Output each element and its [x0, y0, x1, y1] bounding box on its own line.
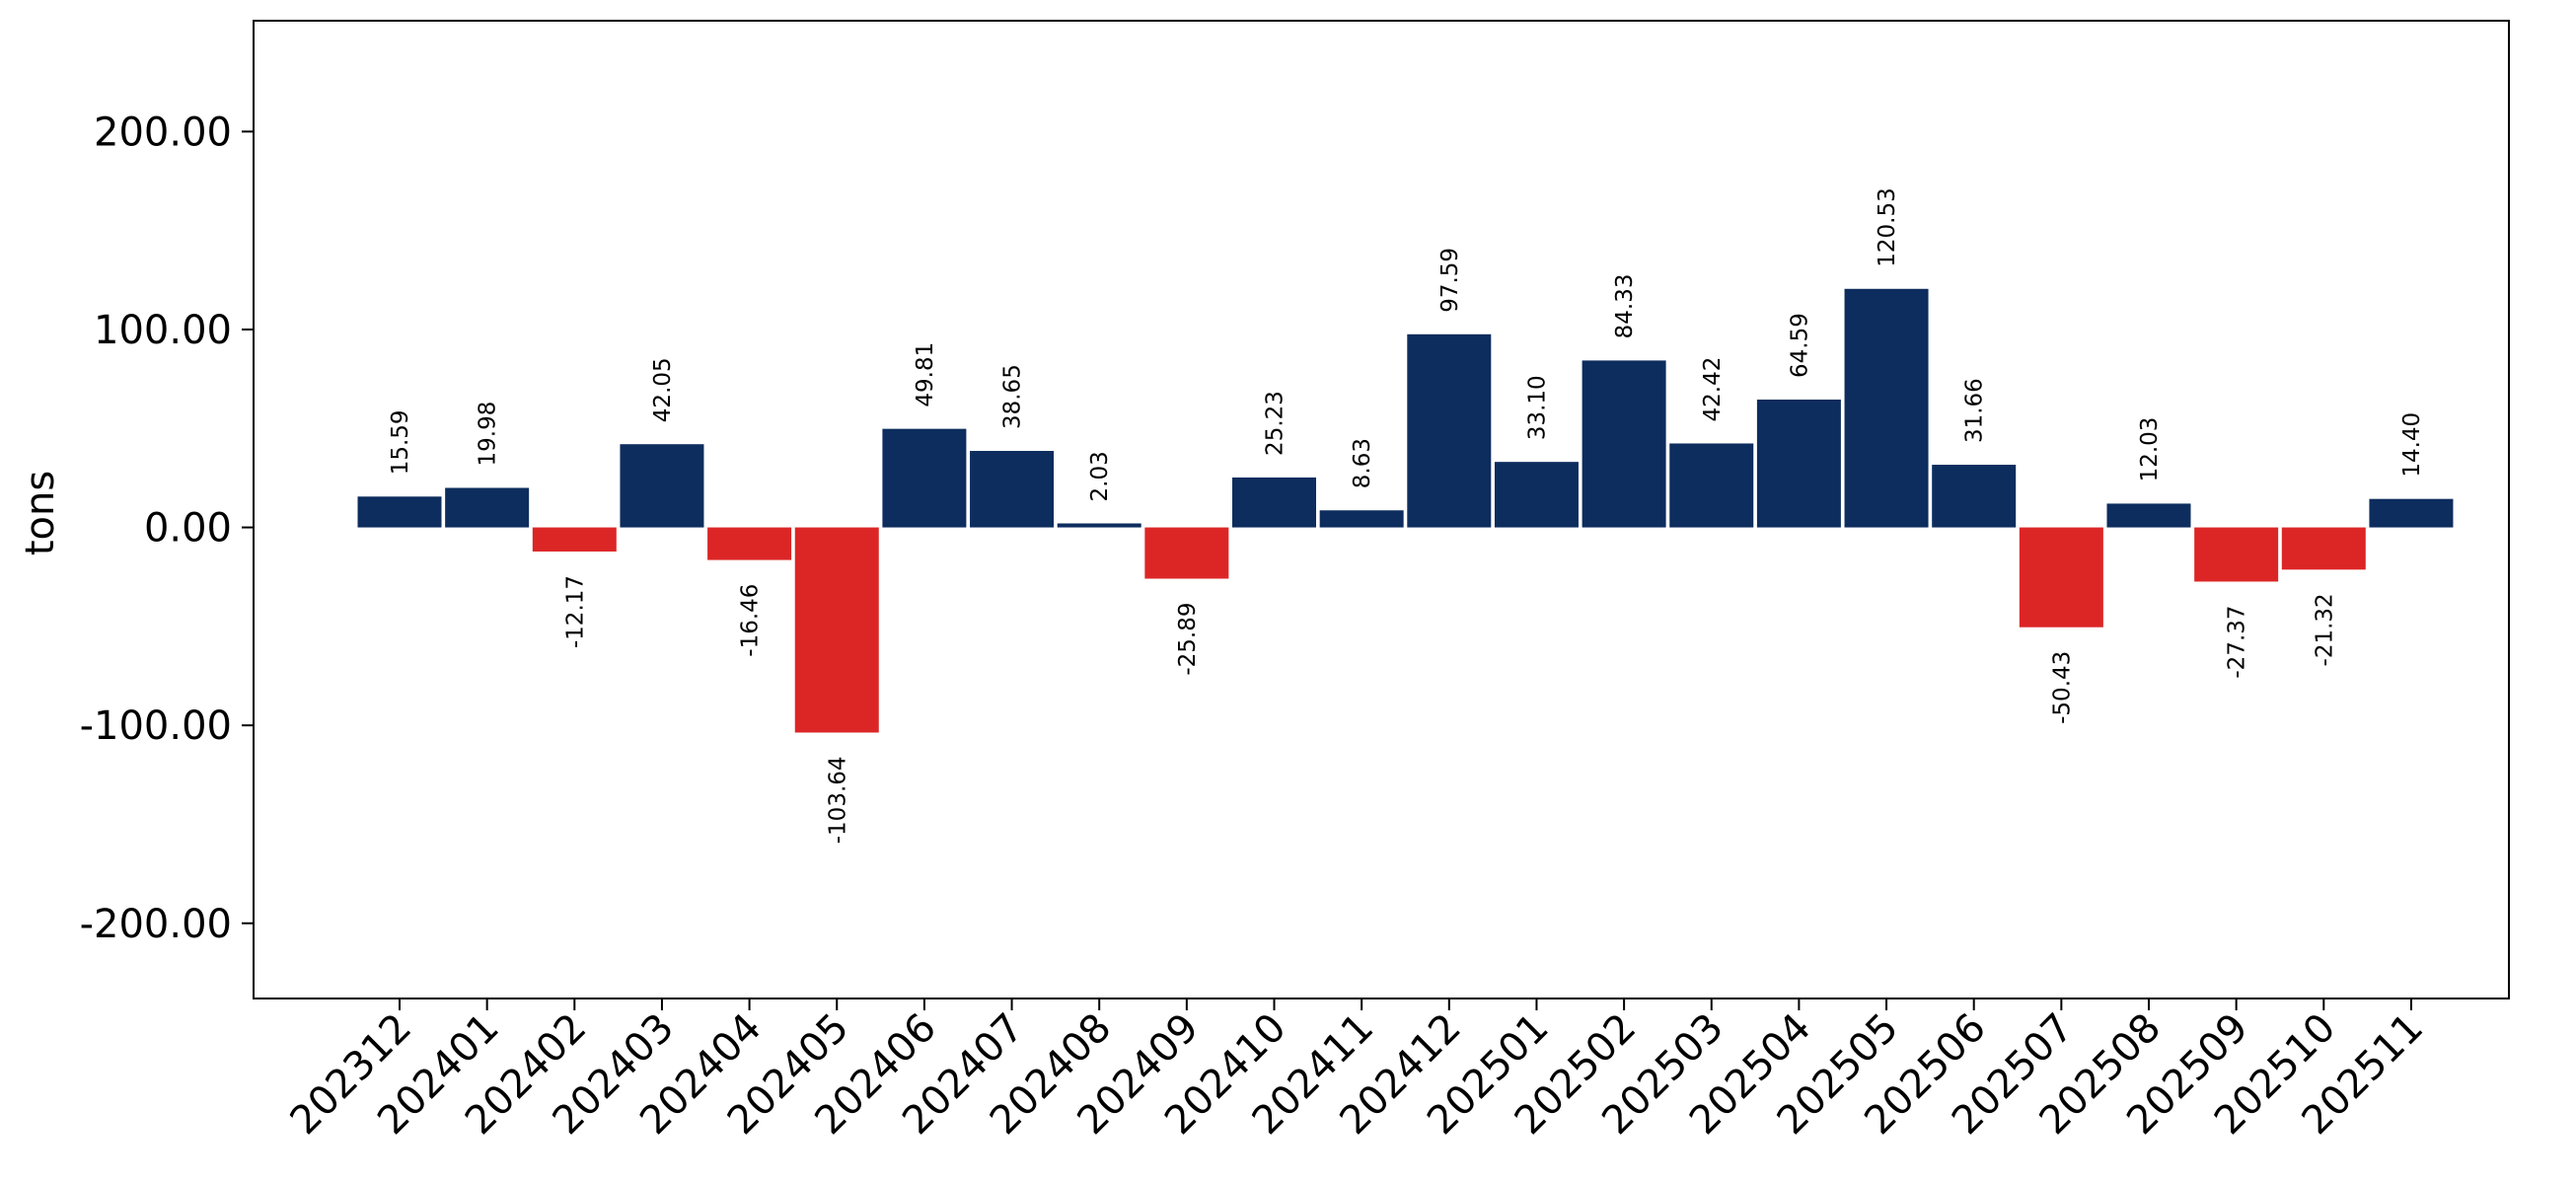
bar-202407 [970, 451, 1055, 528]
data-label: -50.43 [2049, 651, 2075, 724]
data-label: 25.23 [1263, 391, 1288, 456]
bar-202504 [1756, 399, 1841, 528]
data-label: 14.40 [2399, 412, 2425, 478]
data-label: -21.32 [2312, 593, 2337, 666]
bar-202509 [2194, 527, 2279, 582]
bar-202409 [1144, 527, 1229, 579]
y-axis: 200.00 100.00 0.00 -100.00 -200.00 [80, 110, 254, 947]
bar-202503 [1669, 443, 1754, 528]
bar-202412 [1407, 333, 1492, 528]
bar-202408 [1057, 523, 1141, 528]
bar-202508 [2106, 503, 2191, 528]
bar-202506 [1932, 465, 2017, 528]
bar-202312 [357, 496, 442, 528]
x-axis: 2023122024012024022024032024042024052024… [282, 998, 2432, 1144]
data-label: -16.46 [738, 584, 764, 657]
data-label: 42.05 [650, 357, 676, 422]
data-labels: 15.59 19.98 -12.17 42.05 -16.46 -103.64 49.81 3… [388, 187, 2425, 844]
bar-202402 [532, 527, 617, 552]
data-label: -12.17 [562, 575, 588, 648]
bars [357, 288, 2454, 733]
data-label: -103.64 [825, 756, 850, 844]
bar-202510 [2281, 527, 2366, 570]
data-label: 38.65 [1000, 364, 1026, 429]
data-label: -25.89 [1175, 602, 1201, 675]
bar-202502 [1582, 360, 1666, 528]
y-tick-label: 100.00 [94, 308, 232, 353]
y-tick-label: 200.00 [94, 110, 232, 155]
y-axis-title: tons [18, 471, 63, 555]
bar-202406 [882, 428, 967, 528]
data-label: 31.66 [1962, 378, 1988, 443]
data-label: 33.10 [1524, 375, 1550, 440]
data-label: 49.81 [913, 342, 938, 407]
y-tick-label: -100.00 [80, 703, 232, 749]
data-label: 8.63 [1350, 438, 1375, 488]
bar-202401 [445, 487, 530, 528]
data-label: -27.37 [2225, 605, 2250, 678]
data-label: 97.59 [1437, 248, 1463, 313]
data-label: 15.59 [388, 409, 413, 475]
bar-202511 [2369, 498, 2454, 528]
bar-202404 [707, 527, 792, 560]
bar-202505 [1844, 288, 1929, 528]
data-label: 84.33 [1612, 274, 1638, 339]
data-label: 64.59 [1787, 313, 1812, 378]
data-label: 19.98 [476, 402, 501, 467]
bar-202410 [1232, 477, 1316, 528]
data-label: 120.53 [1875, 187, 1900, 266]
data-label: 2.03 [1087, 451, 1113, 501]
bar-202501 [1494, 462, 1579, 528]
plot-frame [253, 20, 2510, 999]
data-label: 12.03 [2137, 417, 2163, 482]
bar-202405 [794, 527, 879, 733]
y-tick-label: 0.00 [144, 506, 232, 552]
bar-202411 [1319, 510, 1404, 528]
data-label: 42.42 [1700, 357, 1726, 422]
y-tick-label: -200.00 [80, 902, 232, 947]
bar-202403 [620, 444, 704, 528]
bar-202507 [2019, 527, 2103, 628]
